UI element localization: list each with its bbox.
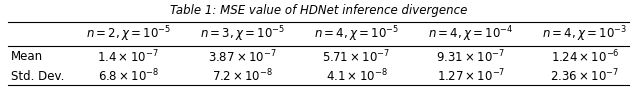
Text: $4.1 \times 10^{-8}$: $4.1 \times 10^{-8}$ <box>326 68 387 85</box>
Text: Table 1: MSE value of HDNet inference divergence: Table 1: MSE value of HDNet inference di… <box>170 4 467 17</box>
Text: $n=4, \chi=10^{-4}$: $n=4, \chi=10^{-4}$ <box>428 24 513 43</box>
Text: Std. Dev.: Std. Dev. <box>11 70 64 83</box>
Text: $1.27 \times 10^{-7}$: $1.27 \times 10^{-7}$ <box>436 68 505 85</box>
Text: $n=4, \chi=10^{-3}$: $n=4, \chi=10^{-3}$ <box>542 24 628 43</box>
Text: $1.4 \times 10^{-7}$: $1.4 \times 10^{-7}$ <box>97 48 159 65</box>
Text: $5.71 \times 10^{-7}$: $5.71 \times 10^{-7}$ <box>323 48 390 65</box>
Text: $7.2 \times 10^{-8}$: $7.2 \times 10^{-8}$ <box>212 68 273 85</box>
Text: $2.36 \times 10^{-7}$: $2.36 \times 10^{-7}$ <box>550 68 620 85</box>
Text: $6.8 \times 10^{-8}$: $6.8 \times 10^{-8}$ <box>97 68 159 85</box>
Text: $n=4, \chi=10^{-5}$: $n=4, \chi=10^{-5}$ <box>314 24 399 43</box>
Text: $n=3, \chi=10^{-5}$: $n=3, \chi=10^{-5}$ <box>200 24 285 43</box>
Text: $9.31 \times 10^{-7}$: $9.31 \times 10^{-7}$ <box>436 48 506 65</box>
Text: $1.24 \times 10^{-6}$: $1.24 \times 10^{-6}$ <box>550 48 620 65</box>
Text: Mean: Mean <box>11 50 43 63</box>
Text: $n=2, \chi=10^{-5}$: $n=2, \chi=10^{-5}$ <box>86 24 171 43</box>
Text: $3.87 \times 10^{-7}$: $3.87 \times 10^{-7}$ <box>208 48 276 65</box>
